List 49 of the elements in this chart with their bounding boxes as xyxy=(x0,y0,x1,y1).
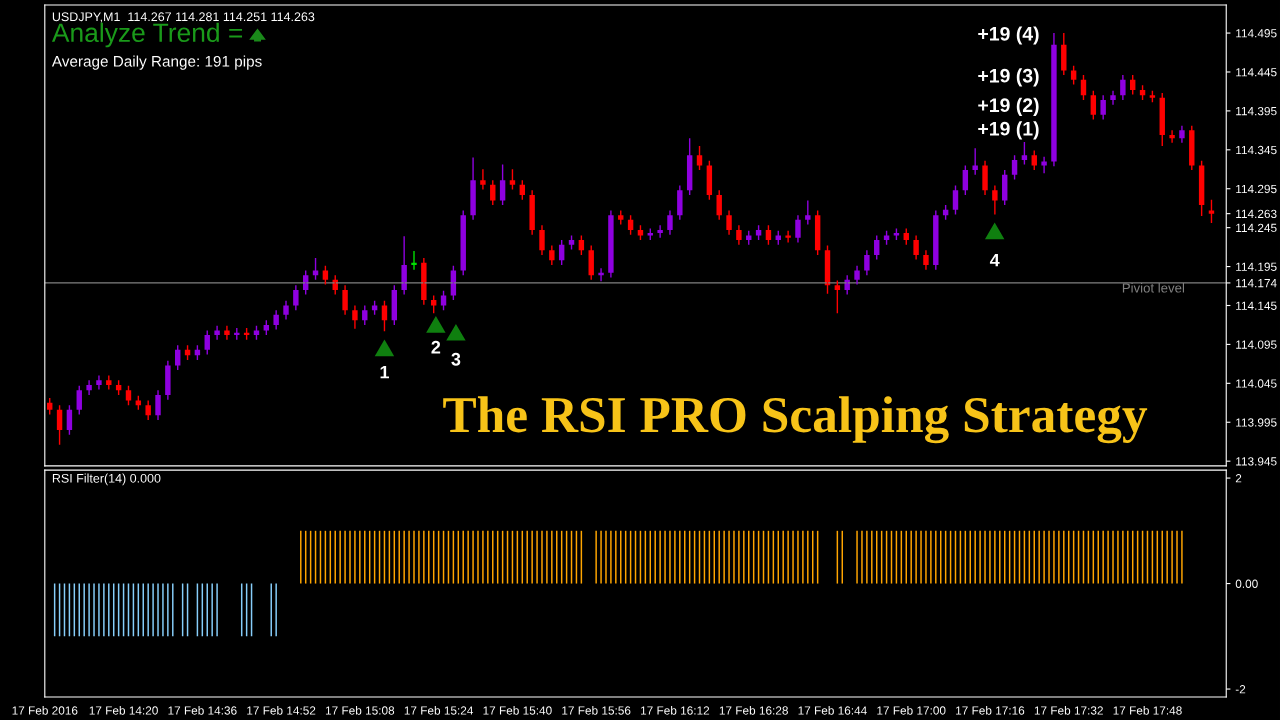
x-tick-label: 17 Feb 15:24 xyxy=(404,705,474,715)
candlestick xyxy=(933,209,939,271)
x-tick-label: 17 Feb 14:52 xyxy=(247,705,316,715)
y-tick-label: 114.195 xyxy=(1236,262,1277,271)
annotation: +19 (1) xyxy=(978,121,1039,140)
y-tick-label: 114.045 xyxy=(1236,379,1277,388)
annotation: +19 (3) xyxy=(978,68,1039,87)
y-tick-label: 114.145 xyxy=(1236,301,1277,310)
y-tick-label: -2 xyxy=(1235,685,1246,694)
x-tick-label: 17 Feb 15:08 xyxy=(325,705,395,715)
annotation: 4 xyxy=(989,253,1000,267)
ref-line-label: Piviot level xyxy=(1122,282,1185,293)
annotation: 1 xyxy=(380,365,389,379)
y-tick-label: 113.945 xyxy=(1236,457,1277,466)
annotation: 2 xyxy=(431,340,441,354)
x-tick-label: 17 Feb 17:16 xyxy=(956,705,1025,715)
y-tick-label: 2 xyxy=(1235,474,1242,483)
annotation: Analyze Trend = xyxy=(51,22,243,48)
x-tick-label: 17 Feb 15:56 xyxy=(562,705,631,715)
x-tick-label: 17 Feb 17:32 xyxy=(1034,705,1103,715)
y-tick-label: 114.245 xyxy=(1236,223,1277,233)
annotation: +19 (4) xyxy=(978,26,1039,45)
y-tick-label: 114.295 xyxy=(1236,184,1277,194)
annotation: +19 (2) xyxy=(978,97,1039,116)
x-tick-label: 17 Feb 15:40 xyxy=(483,705,552,715)
annotation: Average Daily Range: 191 pips xyxy=(51,55,262,70)
y-tick-label: 114.445 xyxy=(1236,68,1277,77)
chart-title: USDJPY,M1 114.267 114.281 114.251 114.263 xyxy=(52,12,315,23)
x-tick-label: 17 Feb 2016 xyxy=(12,705,78,715)
annotation: The RSI PRO Scalping Strategy xyxy=(443,396,1148,444)
y-tick-label: 0.00 xyxy=(1235,579,1258,588)
x-tick-label: 17 Feb 17:48 xyxy=(1113,705,1182,715)
y-tick-label: 114.174 xyxy=(1236,279,1277,288)
x-tick-label: 17 Feb 14:36 xyxy=(168,705,237,715)
x-tick-label: 17 Feb 16:28 xyxy=(719,705,788,715)
annotation: 3 xyxy=(451,352,461,366)
y-tick-label: 113.995 xyxy=(1236,418,1277,427)
x-tick-label: 17 Feb 16:44 xyxy=(798,705,867,715)
y-tick-label: 114.395 xyxy=(1236,106,1277,116)
y-tick-label: 114.095 xyxy=(1236,340,1277,349)
y-tick-label: 114.263 xyxy=(1236,209,1277,219)
y-tick-label: 114.495 xyxy=(1236,29,1277,38)
x-tick-label: 17 Feb 14:20 xyxy=(89,705,158,715)
candlestick xyxy=(716,189,722,221)
chart-title: RSI Filter(14) 0.000 xyxy=(52,473,161,486)
candlestick xyxy=(785,230,791,244)
x-tick-label: 17 Feb 16:12 xyxy=(641,705,710,715)
x-tick-label: 17 Feb 17:00 xyxy=(877,705,946,715)
y-tick-label: 114.345 xyxy=(1236,145,1277,155)
